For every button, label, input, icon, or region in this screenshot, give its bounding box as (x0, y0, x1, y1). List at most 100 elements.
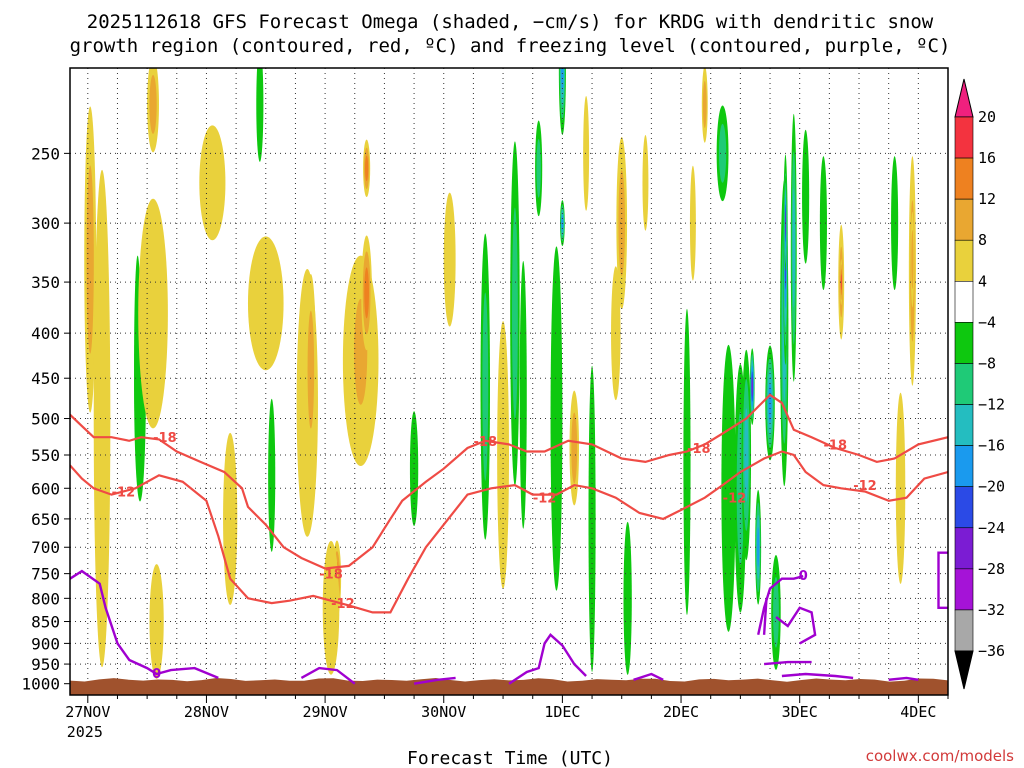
colorbar-bin (954, 404, 974, 446)
colorbar-label: −4 (978, 313, 996, 331)
colorbar-bin (954, 322, 974, 364)
colorbar-label: −24 (978, 519, 1005, 537)
x-tick-label: 2DEC (663, 703, 699, 721)
omega-cell (86, 165, 94, 354)
x-axis: 27NOV 2025 28NOV 29NOV 30NOV 1DEC 2DEC 3DEC 4DEC (65, 695, 949, 741)
x-tick-label: 29NOV (303, 703, 348, 721)
x-tick-label: 30NOV (421, 703, 466, 721)
omega-cell (840, 274, 842, 291)
freezing-level-contour (763, 660, 812, 666)
freezing-level-contour (633, 672, 664, 681)
omega-cell (683, 308, 691, 615)
colorbar-label: −20 (978, 478, 1005, 496)
y-tick-label: 450 (31, 369, 60, 388)
omega-cell (718, 123, 727, 183)
colorbar-min-arrow (954, 650, 974, 690)
omega-cell (802, 129, 810, 264)
contour-label: -18 (319, 568, 343, 583)
omega-cell (792, 188, 796, 308)
freezing-level-contour (775, 606, 817, 645)
y-tick-label: 300 (31, 214, 60, 233)
freezing-level-contour (757, 575, 804, 636)
omega-cell (819, 156, 827, 291)
omega-cell (689, 165, 696, 281)
contour-label: -12 (853, 479, 877, 494)
y-tick-label: 400 (31, 324, 60, 343)
omega-cell (744, 408, 749, 502)
y-tick-label: 900 (31, 634, 60, 653)
colorbar-bin (954, 445, 974, 487)
omega-cell (482, 292, 489, 481)
colorbar-label: −36 (978, 642, 1005, 660)
colorbar-bin (954, 157, 974, 200)
freezing-level-contour (762, 598, 768, 635)
x-tick-label: 27NOV (65, 703, 110, 721)
contour-label: 0 (152, 667, 161, 682)
dgz-contour-minus18 (70, 393, 948, 570)
colorbar-bin (954, 239, 974, 282)
colorbar-label: 8 (978, 231, 987, 249)
omega-cell (199, 125, 226, 241)
omega-cell (550, 246, 563, 591)
colorbar-label: −16 (978, 437, 1005, 455)
colorbar-bin (954, 116, 974, 159)
freezing-level-contour (888, 676, 919, 681)
freezing-level-contour (70, 569, 219, 680)
omega-cell (138, 198, 168, 429)
terrain-surface (70, 678, 948, 695)
plot-frame (69, 67, 949, 696)
colorbar-max-arrow (954, 78, 974, 118)
contour-label: 0 (799, 569, 808, 584)
y-tick-label: 600 (31, 479, 60, 498)
contour-label: -12 (112, 485, 136, 500)
contour-label: -12 (331, 597, 355, 612)
y-tick-label: 950 (31, 655, 60, 674)
credit-link[interactable]: coolwx.com/models (866, 747, 1014, 765)
omega-cell (497, 321, 509, 589)
colorbar-label: −8 (978, 354, 996, 372)
omega-cell (307, 310, 315, 429)
x-tick-label: 1DEC (544, 703, 580, 721)
omega-cell (751, 377, 753, 396)
freezing-level-contour (508, 632, 587, 685)
chart-title-line1: 2025112618 GFS Forecast Omega (shaded, −… (87, 11, 934, 33)
omega-cell (512, 207, 518, 420)
omega-cell (322, 540, 340, 675)
y-tick-label: 700 (31, 538, 60, 557)
dgz-contour-minus12 (70, 450, 948, 614)
contour-label: -12 (533, 492, 557, 507)
omega-cell (93, 169, 111, 668)
y-axis: 250 300 350 400 450 500 550 600 650 700 750 800 850 9… (21, 144, 70, 694)
colorbar-bin (954, 198, 974, 241)
x-tick-sublabel: 2025 (67, 723, 103, 741)
colorbar-bin (954, 363, 974, 405)
colorbar-bin (954, 527, 974, 570)
omega-cell (768, 382, 772, 423)
omega-cell (757, 527, 760, 568)
y-tick-label: 750 (31, 565, 60, 584)
omega-cell (721, 344, 736, 632)
x-tick-label: 4DEC (900, 703, 936, 721)
colorbar-bin (954, 568, 974, 611)
colorbar-bin (954, 609, 974, 652)
y-tick-label: 1000 (21, 675, 60, 694)
colorbar-bin (954, 486, 974, 529)
x-tick-label: 3DEC (782, 703, 818, 721)
chart-title-line2: growth region (contoured, red, ºC) and f… (70, 35, 951, 57)
omega-cell (443, 192, 456, 327)
y-tick-label: 250 (31, 144, 60, 163)
omega-cell (149, 75, 157, 134)
colorbar-label: 12 (978, 190, 996, 208)
contour-label: -18 (687, 442, 711, 457)
colorbar: 20 16 12 8 4 −4 −8 −12 −16 −20 −24 −28 −32 −36 (954, 78, 1005, 690)
x-axis-label: Forecast Time (UTC) (407, 748, 613, 768)
omega-cell (642, 134, 649, 231)
contour-label: -12 (723, 492, 747, 507)
omega-cell (891, 156, 899, 291)
omega-cell (365, 155, 369, 182)
omega-cell (561, 68, 564, 92)
omega-cell (583, 95, 590, 211)
colorbar-label: 4 (978, 272, 987, 290)
omega-shading (84, 68, 916, 679)
